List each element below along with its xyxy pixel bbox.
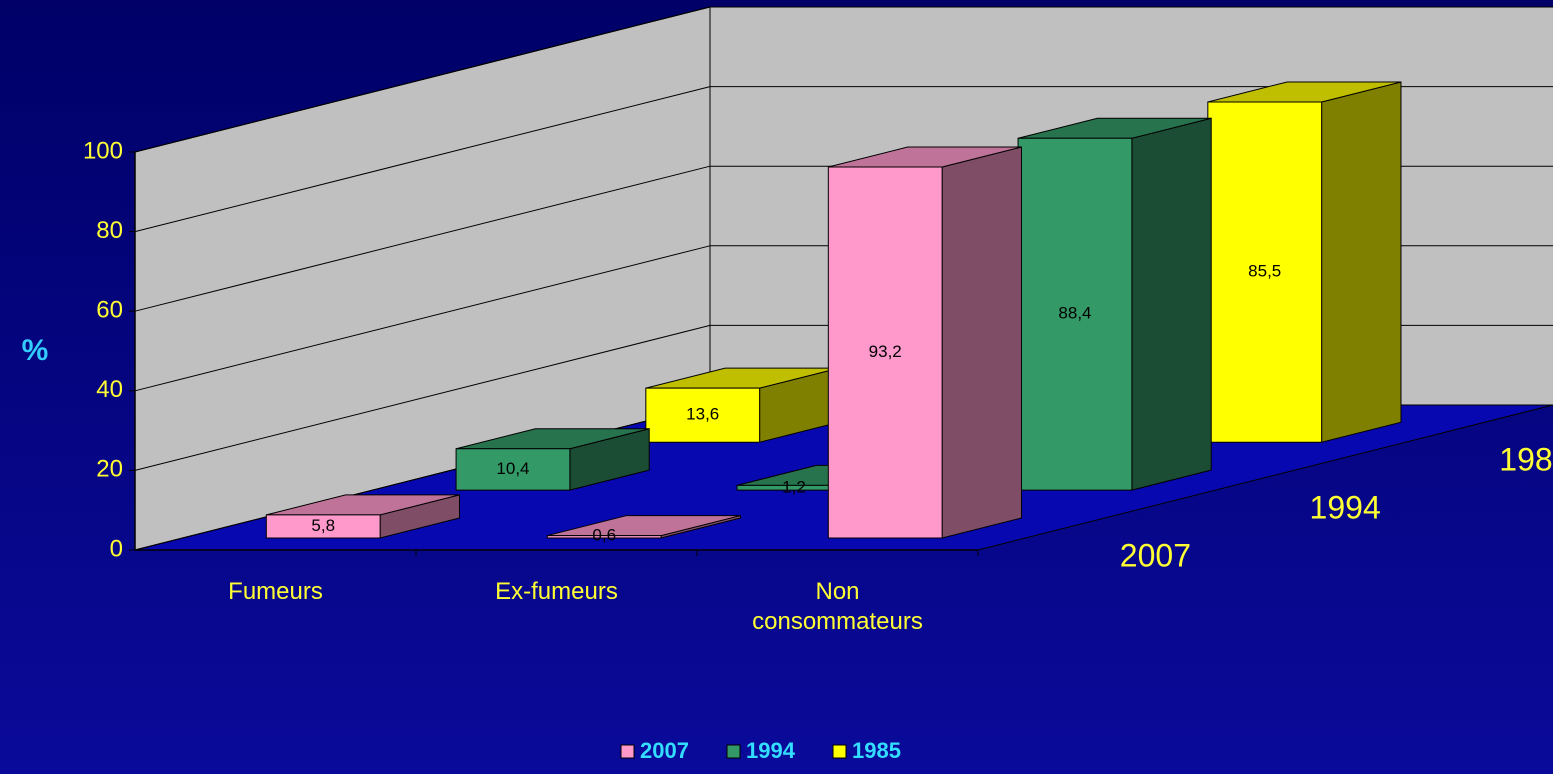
bar: [265, 494, 460, 539]
y-tick-label: 40: [96, 376, 123, 403]
depth-tick-label: 2007: [1120, 537, 1191, 573]
grid-line: [134, 165, 711, 312]
grid-line: [134, 245, 711, 392]
legend-label: 2007: [640, 738, 689, 763]
y-tick-label: 100: [83, 137, 123, 164]
x-tick-label: Fumeurs: [228, 578, 323, 605]
bar-side: [1131, 117, 1212, 491]
x-tick-label: Ex-fumeurs: [495, 578, 618, 605]
legend-label: 1994: [746, 738, 796, 763]
bar: [455, 428, 650, 491]
value-label: 13,6: [686, 405, 719, 424]
legend-swatch: [726, 744, 741, 759]
bar-side: [1321, 81, 1402, 443]
bar-front: [827, 166, 943, 539]
bar: [645, 367, 840, 443]
value-label: 1,2: [782, 478, 806, 497]
grid-line: [134, 324, 711, 471]
x-tick-label: Non consommateurs: [752, 578, 923, 635]
legend-swatch: [832, 744, 847, 759]
bar-front: [645, 387, 761, 443]
y-tick-label: 60: [96, 297, 123, 324]
grid-line: [134, 6, 711, 153]
bar: [546, 514, 741, 539]
bar: [1017, 117, 1212, 491]
value-label: 88,4: [1058, 304, 1091, 323]
legend-label: 1985: [852, 738, 901, 763]
y-tick-label: 20: [96, 456, 123, 483]
bar-front: [265, 514, 381, 539]
depth-tick-label: 1994: [1310, 490, 1381, 526]
bar-front: [546, 535, 662, 539]
value-label: 5,8: [311, 516, 335, 535]
value-label: 85,5: [1248, 262, 1281, 281]
legend-swatch: [620, 744, 635, 759]
value-label: 0,6: [592, 525, 616, 544]
y-tick-label: 0: [110, 535, 123, 562]
depth-tick-label: 1985: [1499, 442, 1553, 478]
bar: [827, 146, 1022, 539]
value-label: 93,2: [869, 342, 902, 361]
y-axis-label: %: [22, 334, 49, 367]
bar-side: [941, 146, 1022, 539]
y-tick-label: 80: [96, 217, 123, 244]
grid-line: [134, 86, 711, 233]
bar: [1207, 81, 1402, 443]
bar-front: [455, 448, 571, 491]
value-label: 10,4: [496, 459, 529, 478]
